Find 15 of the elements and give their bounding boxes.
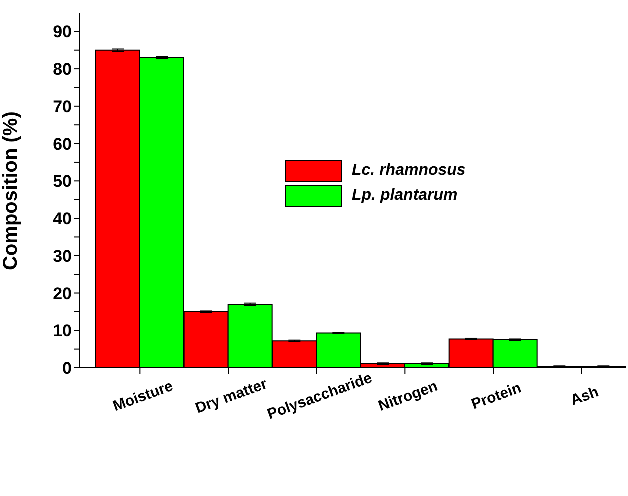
x-tick-label: Ash	[568, 384, 602, 410]
y-tick-label: 50	[53, 172, 72, 192]
y-tick-label: 10	[53, 322, 72, 341]
y-tick-label: 80	[53, 60, 72, 80]
y-tick-label: 70	[53, 97, 72, 116]
y-tick-label: 60	[53, 134, 72, 154]
legend-label: Lc. rhamnosus	[352, 162, 466, 180]
x-tick-label: Protein	[469, 380, 524, 414]
y-tick-label: 90	[53, 22, 72, 42]
y-tick-label: 20	[53, 284, 72, 304]
y-tick-label: 30	[53, 246, 72, 266]
y-tick-label: 0	[62, 359, 72, 378]
y-tick-label: 40	[53, 210, 72, 229]
y-axis-title: Composition (%)	[0, 112, 22, 270]
legend-label: Lp. plantarum	[352, 187, 458, 205]
